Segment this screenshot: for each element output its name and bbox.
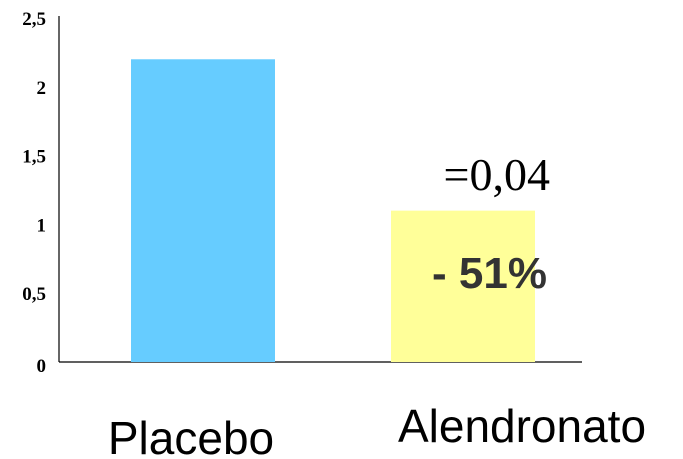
y-tick-label: 0,5: [22, 284, 46, 305]
reduction-annotation: - 51%: [432, 249, 547, 298]
p-value-annotation: =0,04: [444, 149, 550, 200]
bars: [131, 59, 535, 362]
bar-placebo: [131, 59, 275, 362]
y-tick-label: 1: [37, 215, 47, 236]
y-tick-label: 2,5: [22, 9, 46, 30]
y-axis-ticks: 0 0,5 1 1,5 2 2,5: [22, 9, 46, 377]
y-tick-label: 1,5: [22, 147, 46, 168]
category-label-placebo: Placebo: [108, 412, 274, 459]
category-labels: Placebo Alendronato: [108, 400, 646, 459]
y-tick-label: 0: [37, 356, 47, 377]
category-label-alendronato: Alendronato: [398, 400, 646, 452]
y-tick-label: 2: [37, 78, 47, 99]
bar-alendronato: [391, 210, 535, 362]
